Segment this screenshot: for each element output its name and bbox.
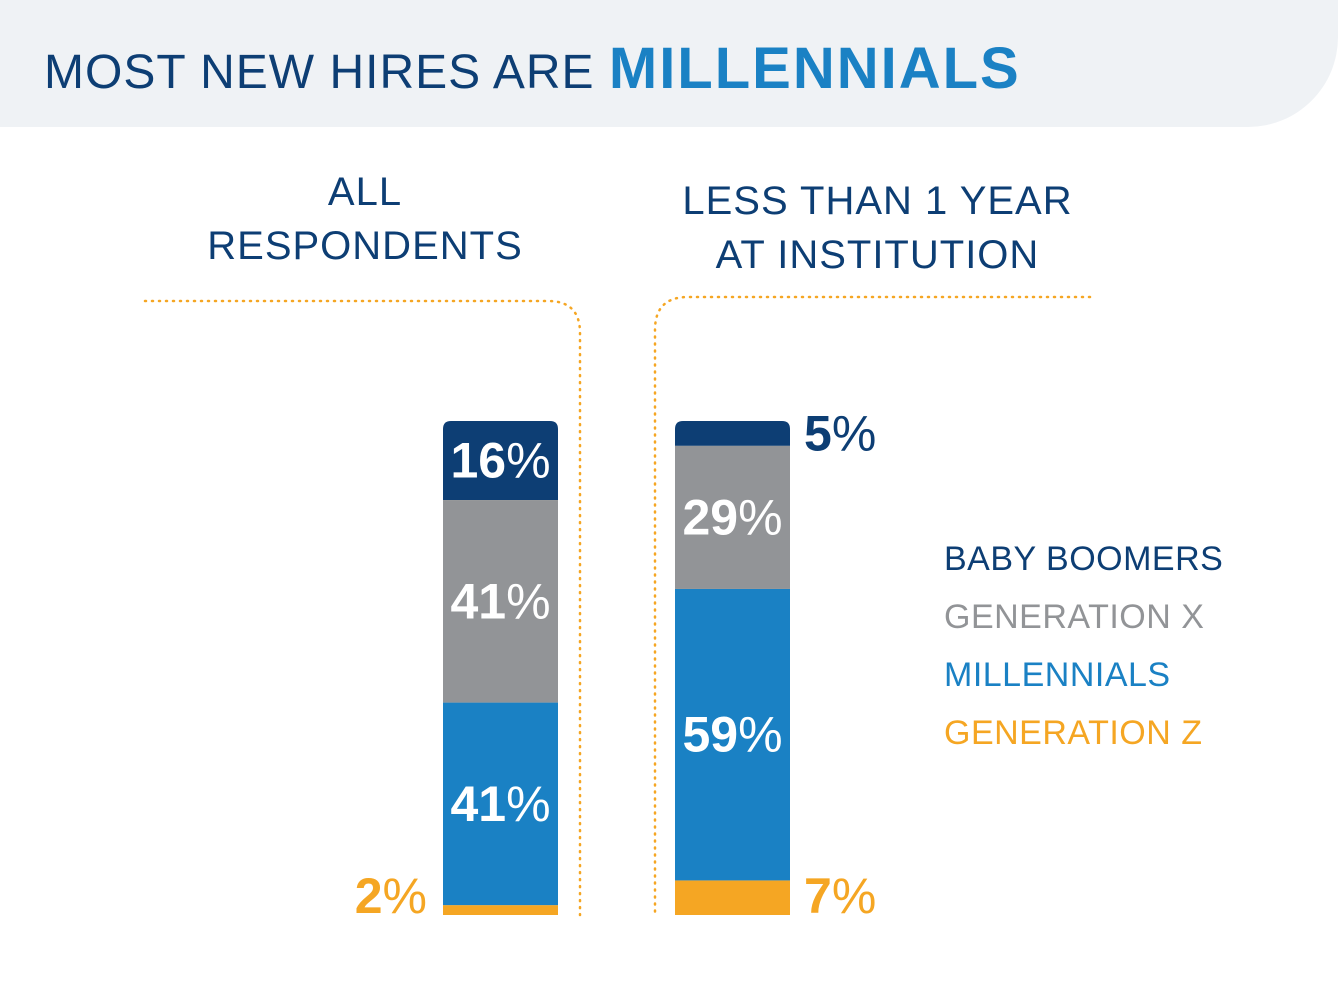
bar-segment-generation-z (675, 880, 790, 915)
group-label-less-than-1-year: LESS THAN 1 YEAR AT INSTITUTION (640, 174, 1115, 282)
header-banner: MOST NEW HIRES ARE MILLENNIALS (0, 0, 1338, 127)
title-part-1: MOST NEW HIRES ARE (44, 46, 595, 99)
group-label-line: AT INSTITUTION (715, 233, 1040, 277)
group-label-all-respondents: ALL RESPONDENTS (180, 165, 550, 273)
group-label-line: ALL (327, 170, 403, 214)
page-title: MOST NEW HIRES ARE MILLENNIALS (44, 34, 1021, 108)
data-label-generation-x: 41% (450, 573, 550, 629)
data-label-generation-x: 29% (682, 489, 782, 545)
bar-segment-generation-x (675, 445, 790, 589)
divider-line-right (653, 295, 1092, 917)
legend: BABY BOOMERS GENERATION X MILLENNIALS GE… (944, 530, 1223, 762)
divider-line-left (143, 299, 582, 917)
title-part-2: MILLENNIALS (608, 36, 1021, 101)
group-label-line: RESPONDENTS (207, 224, 523, 268)
data-label-baby-boomers: 5% (804, 405, 876, 461)
data-label-millennials: 41% (450, 776, 550, 832)
legend-item-baby-boomers: BABY BOOMERS (944, 540, 1224, 578)
bar-segment-millennials (675, 588, 790, 881)
bar-segment-generation-x (443, 500, 558, 703)
bar-segment-baby-boomers (443, 421, 558, 501)
bar-segment-millennials (443, 702, 558, 906)
bar-segment-generation-z (443, 905, 558, 915)
legend-item-generation-x: GENERATION X (944, 598, 1205, 636)
data-label-generation-z: 7% (804, 868, 876, 924)
data-label-generation-z: 2% (355, 868, 427, 924)
legend-item-generation-z: GENERATION Z (944, 714, 1203, 752)
group-label-line: LESS THAN 1 YEAR (682, 179, 1073, 223)
legend-item-millennials: MILLENNIALS (944, 656, 1171, 694)
data-label-millennials: 59% (682, 707, 782, 763)
bar-segment-baby-boomers (675, 421, 790, 446)
data-label-baby-boomers: 16% (450, 433, 550, 489)
